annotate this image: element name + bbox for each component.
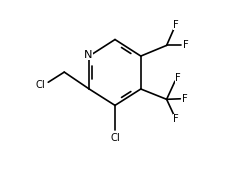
Text: F: F	[172, 20, 178, 30]
Text: F: F	[174, 73, 180, 83]
Text: F: F	[172, 114, 178, 124]
Text: Cl: Cl	[110, 134, 119, 143]
Text: N: N	[84, 50, 92, 60]
Text: F: F	[183, 40, 188, 50]
Text: F: F	[182, 94, 187, 104]
Text: Cl: Cl	[35, 80, 45, 90]
